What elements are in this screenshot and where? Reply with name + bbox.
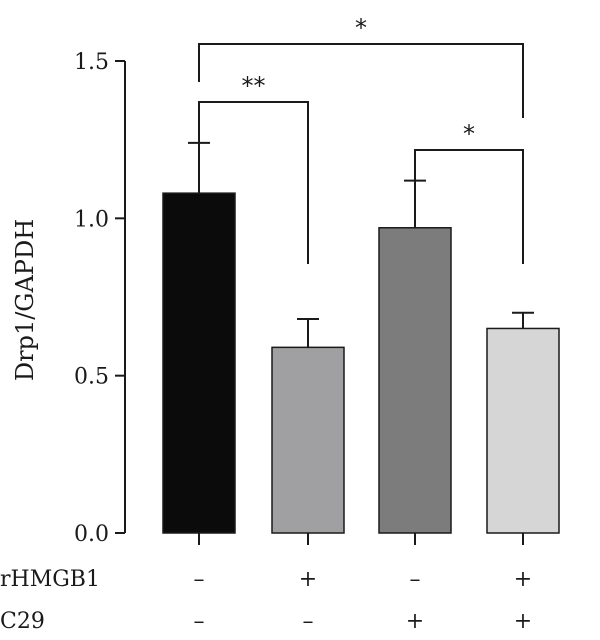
significance-brackets: ****: [198, 14, 524, 264]
condition-mark: +: [299, 567, 317, 592]
condition-mark: –: [194, 567, 205, 592]
y-tick-label: 1.5: [74, 50, 109, 75]
significance-label-3: *: [463, 120, 475, 148]
condition-table: rHMGB1 – + – + C29 – – + +: [0, 567, 532, 634]
y-tick-label: 1.0: [74, 207, 109, 232]
y-tick-label: 0.0: [74, 522, 109, 547]
condition-mark: +: [406, 609, 424, 634]
bar-4: [486, 327, 560, 534]
condition-mark: –: [194, 609, 205, 634]
condition-mark: –: [410, 567, 421, 592]
significance-label-2: *: [355, 14, 367, 42]
y-axis-label: Drp1/GAPDH: [11, 219, 39, 381]
bar-2: [271, 346, 345, 534]
bars: [162, 192, 560, 534]
significance-bracket-2: [198, 43, 524, 118]
bar-1: [162, 192, 236, 534]
significance-bracket-1: [198, 101, 309, 264]
condition-mark: –: [303, 609, 314, 634]
significance-bracket-3: [414, 149, 524, 264]
condition-row-label: C29: [0, 609, 45, 634]
y-tick-label: 0.5: [74, 365, 109, 390]
y-axis: 0.0 0.5 1.0 1.5: [74, 50, 524, 547]
bar-3: [378, 227, 452, 534]
significance-label-1: **: [242, 72, 266, 100]
condition-mark: +: [514, 567, 532, 592]
condition-row-label: rHMGB1: [0, 567, 100, 592]
condition-mark: +: [514, 609, 532, 634]
error-bars: [188, 141, 534, 348]
